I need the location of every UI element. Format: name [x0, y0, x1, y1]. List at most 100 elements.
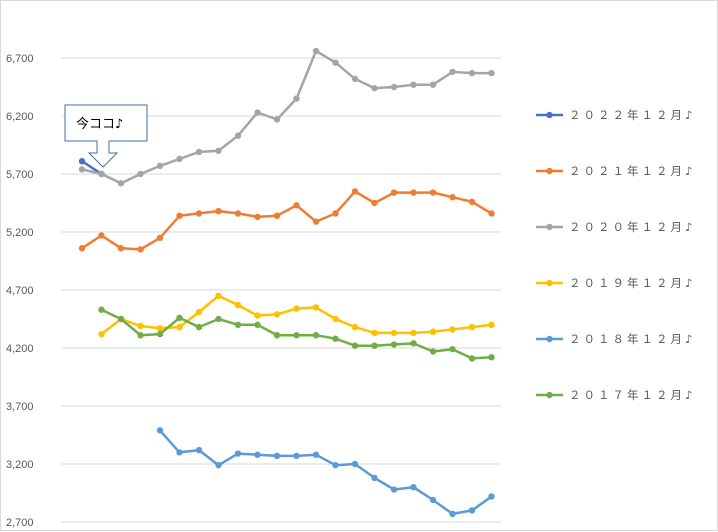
series-point — [98, 232, 105, 239]
series-point — [488, 493, 495, 500]
series-point — [156, 427, 164, 434]
series-point — [410, 340, 417, 347]
series-line — [80, 49, 493, 185]
series-point — [332, 461, 339, 469]
series-point — [312, 218, 320, 225]
series-point — [156, 325, 164, 332]
y-tick-label: 5,200 — [6, 227, 34, 239]
series-point — [429, 189, 437, 196]
series-point — [468, 69, 476, 77]
y-axis-tick-labels: 2,700 3,200 3,700 4,200 4,700 5,200 5,700 6,200… — [6, 53, 34, 529]
series-point — [312, 47, 320, 55]
series-point — [254, 451, 261, 458]
series-point — [390, 329, 398, 337]
series-point — [254, 321, 261, 328]
callout-text: 今ココ♪ — [76, 116, 123, 132]
series-point — [449, 326, 456, 333]
series-point — [215, 315, 222, 323]
series-point — [273, 116, 281, 123]
legend-swatch-marker — [546, 167, 553, 175]
series-point — [468, 198, 476, 206]
series-point — [449, 68, 456, 76]
series-point — [351, 75, 359, 83]
series-point — [195, 210, 203, 217]
y-tick-label: 6,700 — [6, 53, 34, 65]
series-point — [293, 452, 300, 460]
series-point — [351, 188, 359, 195]
series-point — [293, 332, 300, 339]
series-point — [78, 158, 86, 165]
series-point — [429, 496, 437, 504]
callout-shape — [64, 104, 148, 168]
gridlines — [61, 57, 501, 523]
series-line — [80, 159, 103, 176]
series-point — [410, 484, 417, 491]
legend-label: ２０２１年１２月♪ — [569, 164, 695, 178]
series-point — [488, 69, 495, 77]
series-point — [117, 245, 125, 252]
series-point — [293, 95, 300, 102]
series-point — [156, 162, 164, 170]
series-point — [156, 330, 164, 338]
series-point — [390, 189, 398, 196]
series-point — [449, 345, 456, 353]
series-point — [137, 170, 144, 178]
series-point — [293, 305, 300, 312]
series-point — [98, 306, 105, 313]
legend-label: ２０１７年１２月♪ — [569, 388, 695, 402]
legend-label: ２０２０年１２月♪ — [569, 220, 695, 234]
y-tick-label: 6,200 — [6, 111, 34, 123]
now-callout: 今ココ♪ — [64, 104, 148, 168]
series-point — [410, 189, 417, 196]
series-point — [293, 202, 300, 209]
series-point — [273, 212, 281, 219]
y-tick-label: 3,700 — [6, 401, 34, 413]
series-point — [371, 342, 378, 349]
series-point — [215, 461, 222, 469]
series-markers — [78, 47, 495, 518]
y-tick-label: 3,200 — [6, 459, 34, 471]
series-point — [254, 109, 261, 116]
series-line — [158, 429, 493, 516]
y-tick-label: 4,200 — [6, 343, 34, 355]
series-point — [312, 332, 320, 339]
series-point — [312, 304, 320, 311]
series-point — [234, 301, 242, 309]
series-point — [98, 330, 105, 338]
series-point — [234, 321, 242, 328]
legend-label: ２０２２年１２月♪ — [569, 108, 695, 122]
legend-swatch-marker — [546, 223, 553, 231]
series-point — [215, 292, 222, 299]
series-point — [273, 311, 281, 318]
series-point — [117, 180, 125, 187]
legend-swatch-marker — [546, 391, 553, 399]
series-point — [195, 446, 203, 454]
series-point — [215, 147, 222, 154]
series-point — [429, 328, 437, 335]
series-point — [468, 507, 476, 514]
series-point — [273, 452, 281, 460]
series-point — [273, 332, 281, 339]
series-point — [176, 323, 183, 331]
series-point — [137, 322, 144, 330]
series-point — [254, 213, 261, 221]
series-point — [488, 354, 495, 361]
series-point — [351, 460, 359, 468]
legend-swatch-marker — [546, 335, 553, 343]
series-point — [390, 83, 398, 91]
y-tick-label: 4,700 — [6, 285, 34, 297]
series-point — [371, 474, 378, 482]
series-point — [332, 315, 339, 323]
y-tick-label: 5,700 — [6, 169, 34, 181]
legend-swatch-marker — [546, 111, 553, 119]
series-point — [176, 155, 183, 163]
series-point — [410, 329, 417, 337]
series-point — [195, 308, 203, 316]
series-point — [176, 314, 183, 322]
series-point — [488, 210, 495, 217]
series-point — [117, 315, 125, 323]
series-point — [234, 450, 242, 457]
series-point — [449, 510, 456, 518]
series-point — [332, 59, 339, 66]
series-point — [449, 194, 456, 201]
